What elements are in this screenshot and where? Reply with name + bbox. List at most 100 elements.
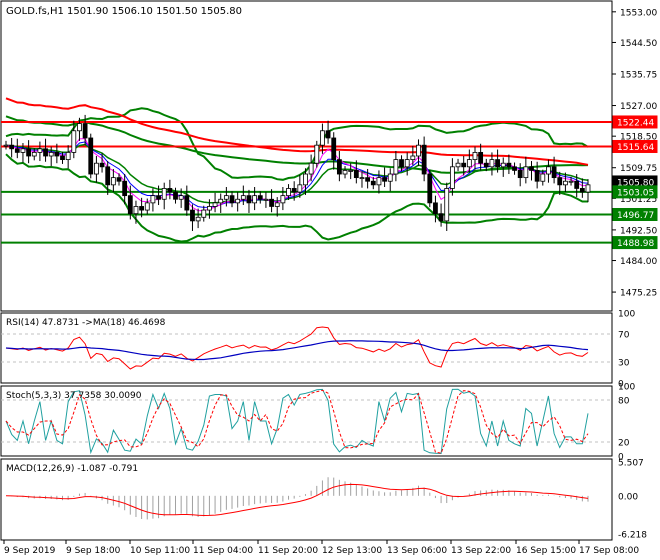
candle-body — [286, 188, 291, 197]
candle-body — [562, 180, 568, 186]
candle-body — [297, 184, 303, 193]
price-tick-label: 1553.00 — [620, 8, 657, 18]
candle-body — [325, 130, 331, 139]
candle-body — [331, 137, 337, 161]
price-tag-box — [612, 139, 658, 153]
candle-body — [359, 177, 365, 180]
price-tick-label: 1518.50 — [620, 133, 657, 143]
x-tick-label: 13 Sep 22:00 — [451, 546, 511, 556]
candle-body — [365, 177, 371, 182]
bollinger-lower-band — [5, 153, 588, 243]
candle-body — [382, 177, 387, 182]
candle-body — [574, 180, 580, 189]
candle-body — [517, 170, 523, 179]
candle-body — [14, 148, 20, 153]
candle-body — [77, 123, 82, 132]
macd-tick-label: -6.218 — [618, 531, 647, 541]
candle-body — [280, 195, 286, 204]
moving-average-short-green — [5, 143, 589, 204]
price-tag-label: 1522.44 — [617, 118, 654, 128]
x-tick-label: 11 Sep 04:00 — [193, 546, 253, 556]
candle-body — [523, 166, 529, 179]
main-header: GOLD.fs,H1 1501.90 1506.10 1501.50 1505.… — [6, 6, 242, 17]
stoch-tick-label: 0 — [618, 453, 624, 463]
price-tag-label: 1503.05 — [617, 188, 654, 198]
candle-body — [20, 148, 26, 153]
stoch-tick-label: 80 — [618, 397, 630, 407]
candle-body — [336, 159, 342, 175]
candle-body — [71, 130, 77, 153]
candle-body — [48, 151, 54, 157]
x-tick-label: 17 Sep 08:00 — [579, 546, 639, 556]
candle-body — [416, 144, 421, 157]
candle-body — [240, 195, 246, 200]
candle-body — [88, 137, 94, 175]
candle-body — [167, 188, 173, 193]
candle-body — [399, 159, 404, 168]
candle-body — [274, 202, 280, 207]
candle-body — [500, 162, 506, 168]
candle-body — [133, 206, 139, 215]
candle-body — [466, 159, 472, 168]
candle-body — [495, 159, 500, 168]
candle-body — [489, 159, 495, 168]
candle-body — [472, 151, 478, 161]
rsi-tick-label: 0 — [618, 380, 624, 390]
candle-body — [449, 166, 455, 189]
candle-body — [82, 123, 88, 139]
candle-body — [173, 191, 178, 200]
price-tag-label: 1488.98 — [617, 239, 654, 249]
candle-body — [178, 195, 184, 200]
rsi-label: RSI(14) 47.8731 ->MA(18) 46.4698 — [6, 318, 166, 328]
moving-average-long-red — [5, 97, 589, 166]
candle-body — [427, 173, 433, 204]
x-tick-label: 11 Sep 20:00 — [258, 546, 318, 556]
price-tag-label: 1505.80 — [617, 178, 654, 188]
candle-body — [3, 144, 9, 147]
x-tick-label: 16 Sep 15:00 — [516, 546, 576, 556]
candle-body — [207, 206, 212, 211]
candle-body — [529, 166, 534, 171]
candle-body — [43, 148, 48, 157]
candle-body — [110, 177, 116, 186]
candle-body — [404, 159, 410, 168]
candle-body — [161, 188, 167, 200]
candle-body — [37, 148, 43, 153]
stoch-tick-label: 100 — [618, 383, 635, 393]
price-tag-label: 1496.77 — [617, 211, 654, 221]
candle-body — [461, 162, 467, 168]
candle-body — [9, 144, 15, 150]
candle-body — [94, 162, 99, 175]
rsi-tick-label: 100 — [618, 310, 635, 320]
candle-body — [568, 180, 574, 183]
candle-body — [455, 162, 461, 168]
candle-body — [65, 151, 71, 161]
rsi-tick-label: 70 — [618, 331, 630, 341]
candle-body — [195, 216, 201, 222]
rsi-line — [5, 326, 589, 370]
macd-tick-label: 0.00 — [618, 492, 638, 502]
candle-body — [246, 195, 252, 204]
candle-body — [54, 151, 60, 157]
candle-body — [387, 173, 393, 182]
price-tag-box — [612, 115, 658, 129]
candle-body — [252, 195, 258, 204]
candle-body — [212, 202, 218, 207]
moving-average-long-green — [5, 115, 589, 174]
candle-body — [303, 173, 308, 186]
candle-body — [139, 206, 145, 211]
candle-body — [585, 184, 591, 193]
candle-body — [223, 195, 229, 200]
price-tick-label: 1544.50 — [620, 39, 657, 49]
candle-body — [353, 170, 359, 179]
macd-tick-label: 5.507 — [618, 459, 644, 469]
candle-body — [150, 195, 156, 204]
candle-body — [314, 144, 320, 164]
candle-body — [546, 166, 551, 175]
candle-body — [370, 180, 376, 186]
candle-body — [393, 159, 399, 175]
candle-body — [184, 195, 190, 211]
price-tag-label: 1515.64 — [617, 143, 654, 153]
candle-body — [512, 166, 517, 171]
candle-body — [257, 195, 263, 200]
